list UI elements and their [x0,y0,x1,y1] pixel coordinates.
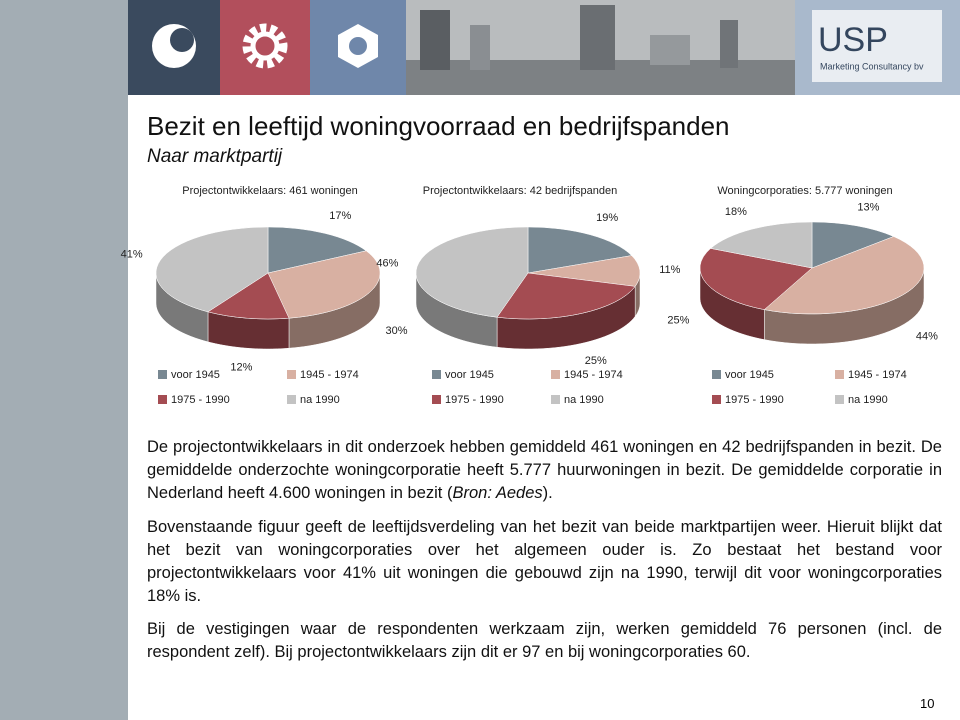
paragraph: Bovenstaande figuur geeft de leeftijdsve… [147,518,942,605]
legend-swatch [432,370,441,379]
legend-label: voor 1945 [725,369,774,381]
legend-swatch [158,395,167,404]
slice-label: 18% [725,206,747,218]
building [420,10,450,70]
legend-label: 1945 - 1974 [564,369,623,381]
pie-slice [155,226,269,313]
building [720,20,738,68]
legend-label: 1975 - 1990 [725,394,784,406]
pie-slice [496,272,636,320]
legend-swatch [158,370,167,379]
legend-label: na 1990 [564,394,604,406]
legend-swatch [287,395,296,404]
slice-label: 30% [385,325,407,337]
text: De projectontwikkelaars in dit onderzoek… [147,438,942,502]
slice-label: 17% [329,210,351,222]
slice-label: 25% [667,314,689,326]
building [470,25,490,70]
logo: USP [818,21,888,59]
logo-tagline: Marketing Consultancy bv [820,61,924,71]
legend-label: na 1990 [300,394,340,406]
pie-slice [527,226,633,274]
legend-swatch [551,370,560,379]
hex-hole [349,37,367,55]
pie-slice [415,226,529,318]
slice-label: 11% [659,264,680,276]
legend-label: 1975 - 1990 [445,394,504,406]
pie-slice [267,250,381,319]
legend-swatch [551,395,560,404]
pie-slice [811,221,895,269]
legend-swatch [432,395,441,404]
slice-label: 44% [916,331,938,343]
legend-swatch [835,370,844,379]
legend-swatch [835,395,844,404]
legend-label: na 1990 [848,394,888,406]
chart-title: Projectontwikkelaars: 42 bedrijfspanden [423,185,617,197]
moon-cut [170,28,194,52]
legend-swatch [712,395,721,404]
legend-swatch [712,370,721,379]
logo-box [812,10,942,82]
paragraph: De projectontwikkelaars in dit onderzoek… [147,436,942,505]
building [650,35,690,65]
pie-slice [207,272,290,320]
pie-slice [763,236,925,315]
side-strip [0,0,128,720]
legend-swatch [287,370,296,379]
pie-slice [699,248,813,310]
legend-label: 1945 - 1974 [848,369,907,381]
slide-subtitle: Naar marktpartij [147,146,283,167]
pie-slice [527,255,641,287]
slice-label: 25% [585,355,607,367]
paragraph: Bij de vestigingen waar de respondenten … [147,620,942,661]
pie-slice [267,226,367,274]
legend-label: voor 1945 [445,369,494,381]
slice-label: 19% [596,212,618,224]
text: ). [542,484,553,502]
legend-label: 1975 - 1990 [171,394,230,406]
legend-label: voor 1945 [171,369,220,381]
slide-title: Bezit en leeftijd woningvoorraad en bedr… [147,111,730,141]
tile-red [220,0,310,95]
gear-ring [250,31,280,61]
chart-title: Projectontwikkelaars: 461 woningen [182,185,358,197]
slice-label: 13% [857,201,879,213]
source: Bron: Aedes [452,484,543,502]
pie-slice [710,221,813,269]
slice-label: 46% [376,258,398,270]
chart-title: Woningcorporaties: 5.777 woningen [717,185,892,197]
page-number: 10 [920,696,935,711]
gear-icon [242,23,288,69]
building [580,5,615,70]
legend-label: 1945 - 1974 [300,369,359,381]
slice-label: 41% [121,248,143,260]
slice-label: 12% [230,362,252,374]
